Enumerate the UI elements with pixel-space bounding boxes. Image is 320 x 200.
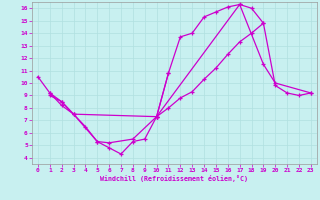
X-axis label: Windchill (Refroidissement éolien,°C): Windchill (Refroidissement éolien,°C) — [100, 175, 248, 182]
